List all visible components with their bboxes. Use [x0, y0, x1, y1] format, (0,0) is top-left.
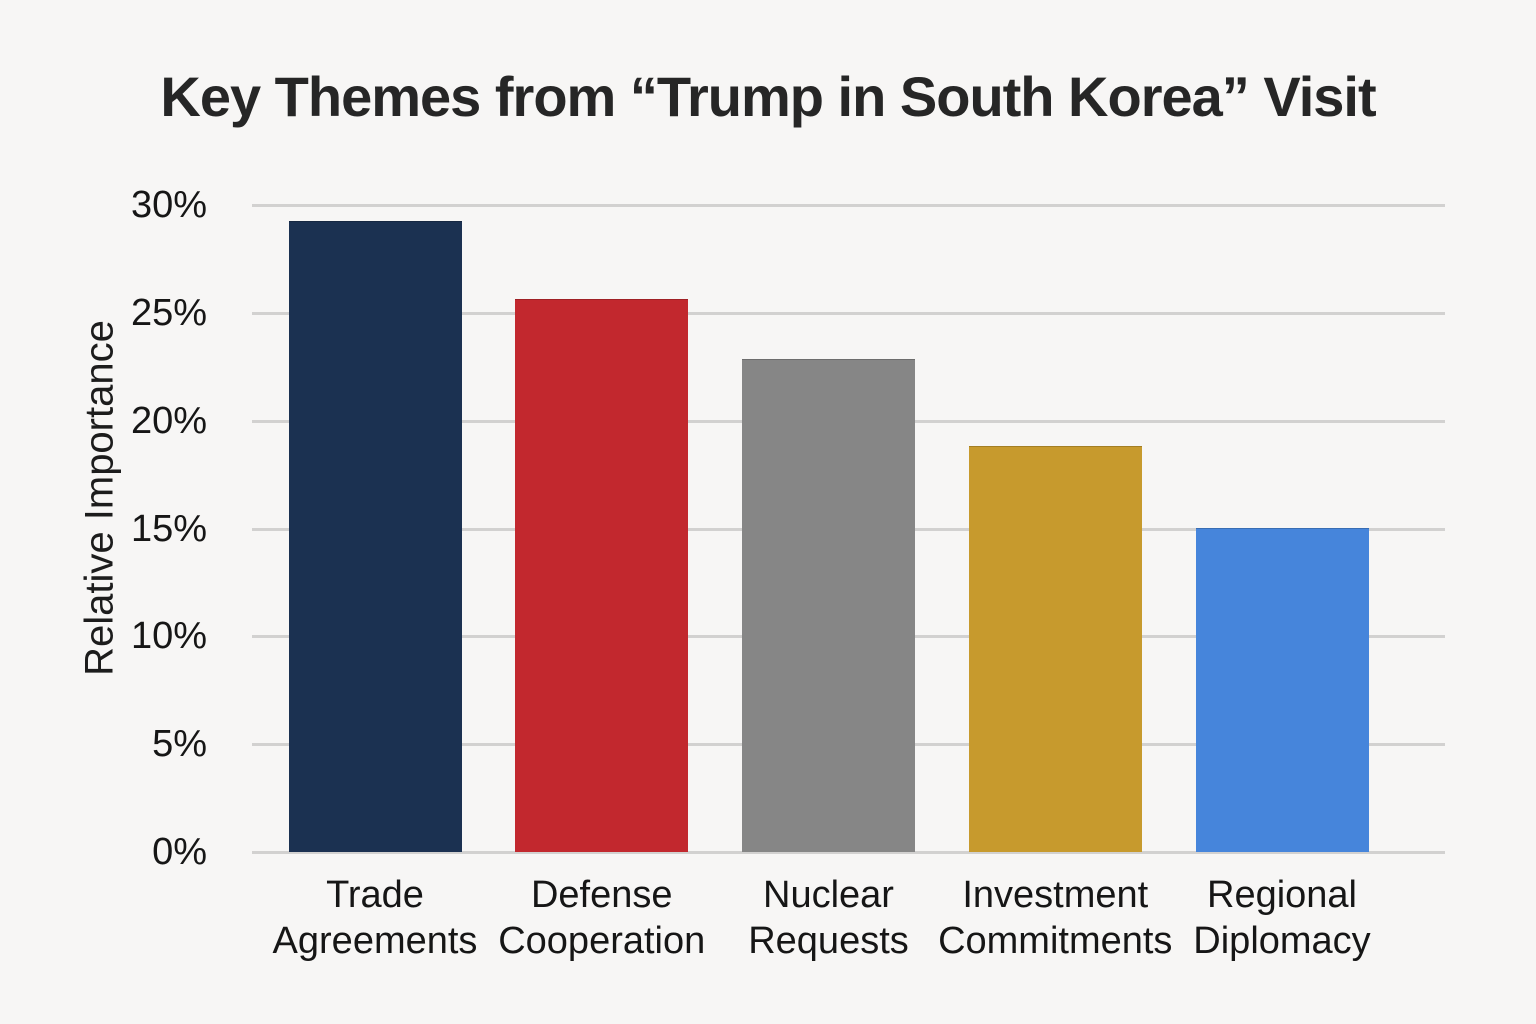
y-tick-label: 15%: [130, 507, 207, 550]
y-tick-label: 5%: [152, 723, 207, 766]
bar-trade-agreements: [288, 221, 462, 852]
y-tick-label: 25%: [130, 291, 207, 334]
y-tick-label: 10%: [130, 615, 207, 658]
y-axis-tick-labels: 0% 5% 10% 15% 20% 25% 30%: [0, 0, 207, 1024]
x-category-label-line: Cooperation: [498, 920, 706, 962]
x-category-label-regional-diplomacy: Regional Diplomacy: [1122, 872, 1442, 964]
gridline-0: [252, 851, 1445, 854]
bar-nuclear-requests: [742, 359, 915, 852]
gridline-25: [252, 311, 1445, 315]
bar-defense-cooperation: [515, 298, 689, 852]
y-tick-label: 20%: [130, 399, 207, 442]
bar-regional-diplomacy: [1195, 527, 1369, 852]
x-category-label-investment-commitments: Investment Commitments: [895, 872, 1215, 964]
plot-area: [252, 204, 1445, 854]
chart-title: Key Themes from “Trump in South Korea” V…: [160, 65, 1376, 128]
x-axis-category-labels: Trade Agreements Defense Cooperation Nuclear…: [252, 872, 1445, 992]
x-category-label-line: Agreements: [272, 920, 478, 962]
gridline-30: [252, 204, 1445, 207]
x-category-label-line: Diplomacy: [1193, 920, 1371, 962]
x-category-label-line: Commitments: [938, 920, 1173, 962]
x-category-label-line: Requests: [748, 920, 909, 962]
y-tick-label: 0%: [152, 831, 207, 873]
x-category-label-defense-cooperation: Defense Cooperation: [442, 872, 762, 964]
bar-investment-commitments: [968, 445, 1142, 852]
x-category-label-line: Investment: [962, 874, 1149, 916]
x-category-label-line: Defense: [530, 874, 673, 916]
x-category-label-trade-agreements: Trade Agreements: [215, 872, 535, 964]
x-category-label-nuclear-requests: Nuclear Requests: [669, 872, 989, 964]
y-tick-label: 30%: [130, 184, 207, 226]
x-category-label-line: Nuclear: [763, 874, 894, 916]
x-category-label-line: Regional: [1207, 874, 1357, 916]
x-category-label-line: Trade: [326, 874, 424, 916]
